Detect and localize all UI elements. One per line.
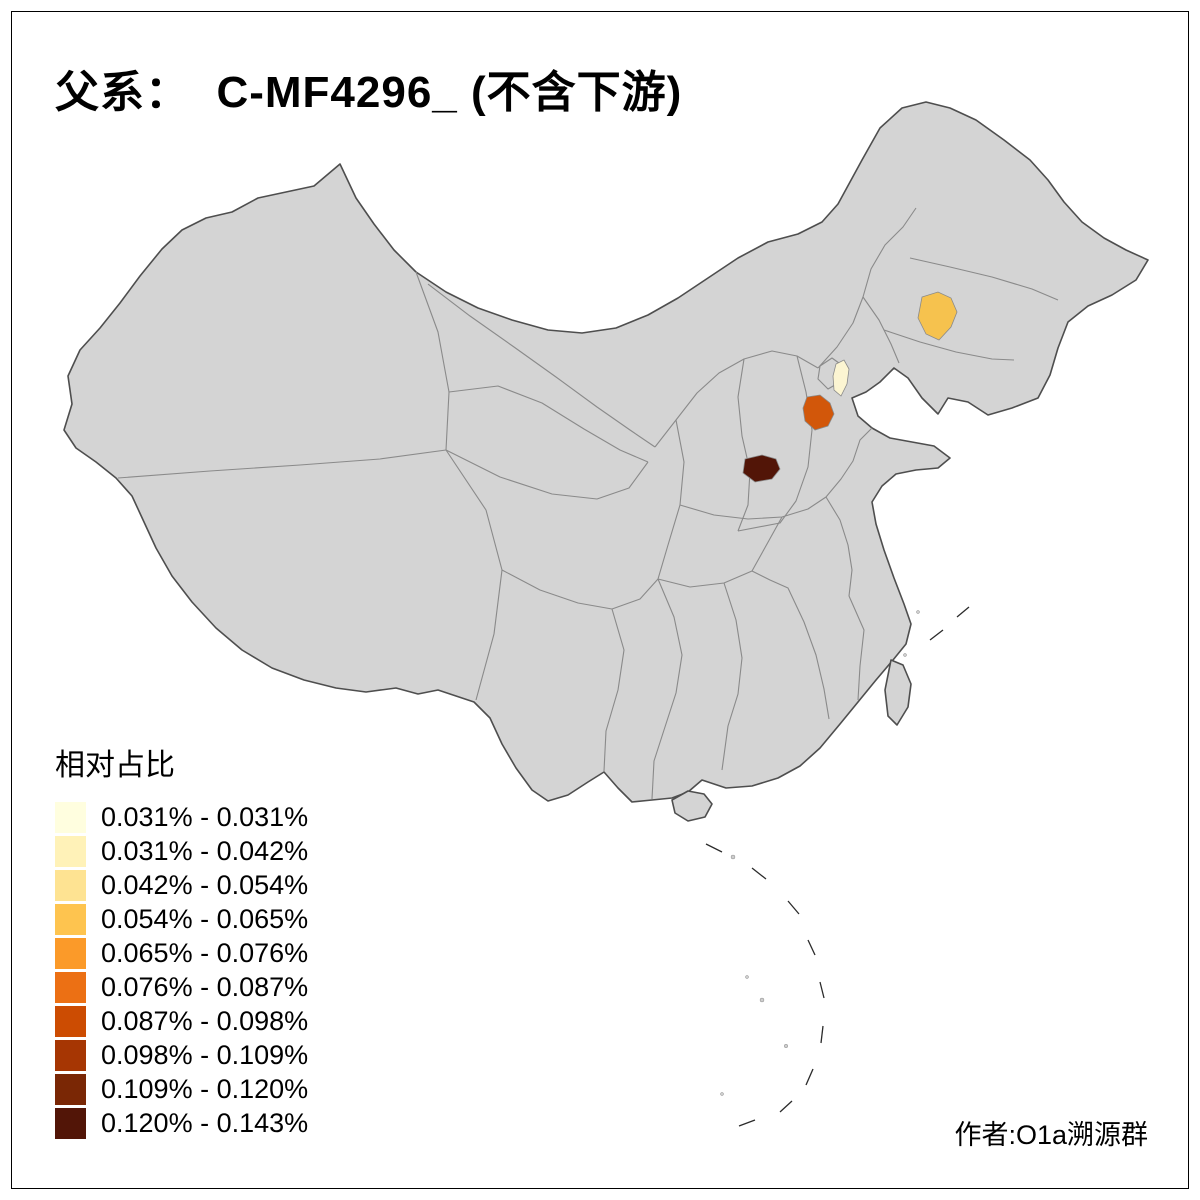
province-border-line [883, 329, 1015, 361]
dash-segment [787, 900, 800, 915]
highlight-region-northeast [917, 291, 958, 341]
map-title: 父系： C-MF4296_ (不含下游) [55, 68, 683, 117]
legend-label: 0.076% - 0.087% [101, 971, 309, 1002]
islet [720, 1092, 724, 1096]
dash-segment [751, 867, 767, 880]
legend-title: 相对占比 [55, 749, 175, 782]
legend-label: 0.065% - 0.076% [101, 937, 309, 968]
dash-segment [956, 606, 970, 618]
legend-label: 0.031% - 0.042% [101, 835, 309, 866]
islet [916, 610, 920, 614]
highlight-region-central-north [802, 394, 835, 431]
province-border-line [737, 358, 751, 532]
province-border-line [751, 570, 830, 720]
nine-dash-line [705, 606, 970, 1127]
legend-item: 0.076% - 0.087% [55, 970, 308, 1004]
legend-swatch [55, 971, 86, 1003]
legend: 相对占比 0.031% - 0.031% 0.031% - 0.042% 0.0… [55, 740, 308, 1140]
legend-label: 0.098% - 0.109% [101, 1039, 309, 1070]
province-border-line [117, 449, 447, 479]
legend-swatch [55, 1073, 86, 1105]
province-border-line [817, 207, 917, 369]
dash-segment [807, 939, 816, 956]
province-border-line [501, 569, 659, 610]
province-borders [117, 207, 1059, 800]
islet [730, 854, 736, 860]
province-border-line [825, 496, 853, 597]
legend-swatch [55, 937, 86, 969]
legend-item: 0.120% - 0.143% [55, 1106, 308, 1140]
legend-swatch [55, 1005, 86, 1037]
taiwan-island [884, 659, 912, 726]
dash-segment [738, 1119, 756, 1127]
legend-swatch [55, 1039, 86, 1071]
province-border-line [679, 427, 873, 520]
legend-label: 0.031% - 0.031% [101, 801, 309, 832]
province-border-line [445, 449, 649, 500]
legend-item: 0.031% - 0.031% [55, 800, 308, 834]
legend-item: 0.087% - 0.098% [55, 1004, 308, 1038]
province-border-line [427, 283, 656, 448]
province-border-line [603, 608, 625, 772]
legend-item: 0.065% - 0.076% [55, 936, 308, 970]
legend-swatch [55, 1107, 86, 1139]
dash-segment [819, 981, 825, 999]
legend-swatch [55, 903, 86, 935]
legend-item: 0.031% - 0.042% [55, 834, 308, 868]
highlighted-regions [742, 291, 958, 483]
legend-item: 0.098% - 0.109% [55, 1038, 308, 1072]
highlight-region-coastal-sliver [832, 359, 850, 397]
legend-item: 0.042% - 0.054% [55, 868, 308, 902]
dash-segment [805, 1068, 814, 1086]
legend-label: 0.054% - 0.065% [101, 903, 309, 934]
legend-label: 0.109% - 0.120% [101, 1073, 309, 1104]
mainland-outline [63, 101, 1149, 803]
legend-item: 0.054% - 0.065% [55, 902, 308, 936]
author-credit: 作者:O1a溯源群 [954, 1120, 1148, 1150]
dash-segment [779, 1100, 793, 1113]
dash-segment [820, 1025, 824, 1044]
islet [903, 653, 907, 657]
province-border-line [909, 257, 1059, 301]
province-border-line [737, 355, 813, 532]
dash-segment [929, 629, 944, 641]
province-border-line [657, 516, 783, 588]
islet [745, 975, 749, 979]
legend-label: 0.042% - 0.054% [101, 869, 309, 900]
legend-item: 0.109% - 0.120% [55, 1072, 308, 1106]
province-border-line [448, 385, 649, 463]
islet [783, 1043, 789, 1049]
legend-swatch [55, 869, 86, 901]
highlight-region-inland-west [742, 454, 781, 483]
dash-segment [705, 843, 723, 853]
legend-label: 0.087% - 0.098% [101, 1005, 309, 1036]
legend-swatch [55, 801, 86, 833]
province-border-line [862, 296, 900, 364]
province-border-line [848, 595, 865, 701]
province-border-line [721, 582, 743, 771]
province-border-line [651, 578, 683, 800]
province-border-line [415, 271, 450, 451]
islet [759, 997, 765, 1003]
hainan-island [671, 790, 713, 822]
province-border-line [654, 350, 819, 448]
legend-label: 0.120% - 0.143% [101, 1107, 309, 1138]
legend-swatch [55, 835, 86, 867]
